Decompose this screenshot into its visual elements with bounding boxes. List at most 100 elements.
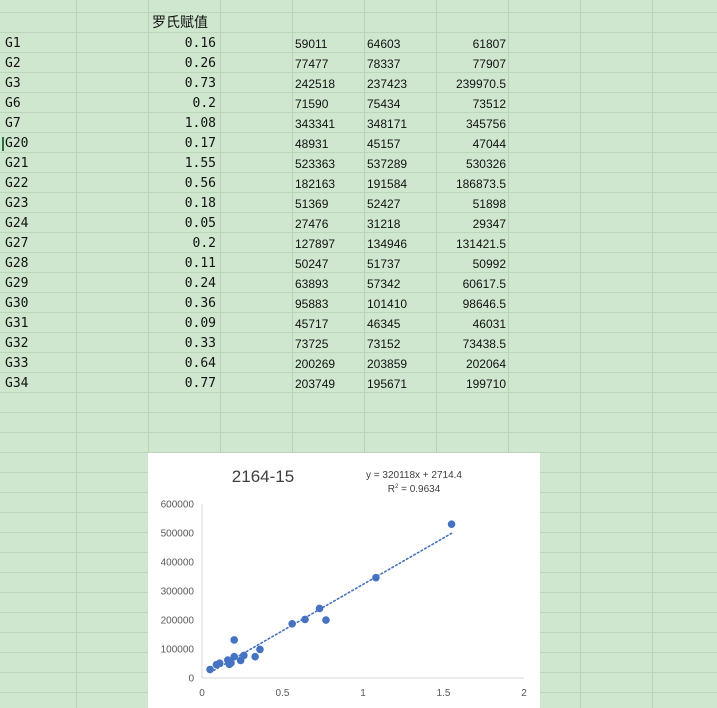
roche-value-cell[interactable]: 0.16 — [184, 36, 216, 51]
roche-value-cell[interactable]: 0.17 — [184, 136, 216, 151]
row-label[interactable]: G1 — [5, 36, 21, 51]
average-cell[interactable]: 73438.5 — [462, 337, 506, 351]
value1-cell[interactable]: 95883 — [295, 297, 329, 311]
average-cell[interactable]: 199710 — [465, 377, 506, 391]
row-label[interactable]: G21 — [5, 156, 29, 171]
roche-value-cell[interactable]: 0.36 — [184, 296, 216, 311]
average-cell[interactable]: 50992 — [472, 257, 506, 271]
value2-cell[interactable]: 237423 — [367, 77, 408, 91]
value1-cell[interactable]: 59011 — [295, 37, 328, 51]
average-cell[interactable]: 51898 — [472, 197, 506, 211]
value1-cell[interactable]: 51369 — [295, 197, 329, 211]
row-gridline — [0, 372, 717, 373]
row-label[interactable]: G33 — [5, 356, 29, 371]
roche-value-cell[interactable]: 0.77 — [184, 376, 216, 391]
value2-cell[interactable]: 134946 — [367, 237, 408, 251]
row-gridline — [0, 232, 717, 233]
roche-value-cell[interactable]: 1.08 — [184, 116, 216, 131]
row-label[interactable]: G24 — [5, 216, 29, 231]
value1-cell[interactable]: 242518 — [295, 77, 336, 91]
column-header-roche-value[interactable]: 罗氏赋值 — [152, 15, 208, 31]
roche-value-cell[interactable]: 0.24 — [184, 276, 216, 291]
average-cell[interactable]: 131421.5 — [455, 237, 506, 251]
row-gridline — [0, 152, 717, 153]
value2-cell[interactable]: 57342 — [367, 277, 401, 291]
value1-cell[interactable]: 45717 — [295, 317, 329, 331]
value2-cell[interactable]: 31218 — [367, 217, 401, 231]
average-cell[interactable]: 98646.5 — [462, 297, 506, 311]
value2-cell[interactable]: 191584 — [367, 177, 408, 191]
roche-value-cell[interactable]: 0.09 — [184, 316, 216, 331]
average-cell[interactable]: 530326 — [465, 157, 506, 171]
value1-cell[interactable]: 182163 — [295, 177, 336, 191]
value1-cell[interactable]: 127897 — [295, 237, 336, 251]
value1-cell[interactable]: 203749 — [295, 377, 336, 391]
roche-value-cell[interactable]: 0.2 — [192, 96, 216, 111]
row-label[interactable]: G22 — [5, 176, 29, 191]
row-label[interactable]: G28 — [5, 256, 29, 271]
roche-value-cell[interactable]: 0.56 — [184, 176, 216, 191]
row-gridline — [0, 292, 717, 293]
roche-value-cell[interactable]: 0.05 — [184, 216, 216, 231]
data-point — [315, 604, 324, 613]
row-label[interactable]: G29 — [5, 276, 29, 291]
value1-cell[interactable]: 343341 — [295, 117, 336, 131]
value1-cell[interactable]: 48931 — [295, 137, 329, 151]
average-cell[interactable]: 73512 — [472, 97, 506, 111]
average-cell[interactable]: 46031 — [472, 317, 506, 331]
value2-cell[interactable]: 203859 — [367, 357, 408, 371]
average-cell[interactable]: 60617.5 — [462, 277, 506, 291]
row-label[interactable]: G23 — [5, 196, 29, 211]
value1-cell[interactable]: 63893 — [295, 277, 329, 291]
average-cell[interactable]: 61807 — [472, 37, 506, 51]
value2-cell[interactable]: 45157 — [367, 137, 401, 151]
roche-value-cell[interactable]: 0.73 — [184, 76, 216, 91]
value1-cell[interactable]: 50247 — [295, 257, 329, 271]
value1-cell[interactable]: 77477 — [295, 57, 329, 71]
row-label[interactable]: G2 — [5, 56, 21, 71]
row-label[interactable]: G34 — [5, 376, 29, 391]
column-gridline — [580, 0, 581, 708]
average-cell[interactable]: 29347 — [472, 217, 506, 231]
roche-value-cell[interactable]: 0.2 — [192, 236, 216, 251]
average-cell[interactable]: 239970.5 — [455, 77, 506, 91]
row-label[interactable]: G27 — [5, 236, 29, 251]
value2-cell[interactable]: 73152 — [367, 337, 401, 351]
roche-value-cell[interactable]: 0.18 — [184, 196, 216, 211]
roche-value-cell[interactable]: 1.55 — [184, 156, 216, 171]
value2-cell[interactable]: 78337 — [367, 57, 401, 71]
value1-cell[interactable]: 27476 — [295, 217, 329, 231]
average-cell[interactable]: 186873.5 — [455, 177, 506, 191]
value1-cell[interactable]: 200269 — [295, 357, 336, 371]
value2-cell[interactable]: 195671 — [367, 377, 408, 391]
value2-cell[interactable]: 348171 — [367, 117, 408, 131]
roche-value-cell[interactable]: 0.11 — [184, 256, 216, 271]
roche-value-cell[interactable]: 0.64 — [184, 356, 216, 371]
value1-cell[interactable]: 71590 — [295, 97, 329, 111]
value2-cell[interactable]: 75434 — [367, 97, 401, 111]
value2-cell[interactable]: 52427 — [367, 197, 401, 211]
row-label[interactable]: G6 — [5, 96, 21, 111]
average-cell[interactable]: 77907 — [472, 57, 506, 71]
value2-cell[interactable]: 46345 — [367, 317, 401, 331]
scatter-chart[interactable]: 2164-15 y = 320118x + 2714.4 R2 = 0.9634… — [148, 453, 540, 708]
value2-cell[interactable]: 64603 — [367, 37, 401, 51]
row-label[interactable]: G3 — [5, 76, 21, 91]
roche-value-cell[interactable]: 0.26 — [184, 56, 216, 71]
roche-value-cell[interactable]: 0.33 — [184, 336, 216, 351]
row-label[interactable]: G31 — [5, 316, 29, 331]
value2-cell[interactable]: 537289 — [367, 157, 408, 171]
y-tick-label: 400000 — [161, 558, 195, 569]
value1-cell[interactable]: 73725 — [295, 337, 329, 351]
row-label[interactable]: G7 — [5, 116, 21, 131]
average-cell[interactable]: 47044 — [472, 137, 506, 151]
average-cell[interactable]: 345756 — [465, 117, 506, 131]
average-cell[interactable]: 202064 — [465, 357, 506, 371]
row-label[interactable]: G32 — [5, 336, 29, 351]
row-label[interactable]: G20 — [5, 136, 29, 151]
row-label[interactable]: G30 — [5, 296, 29, 311]
row-gridline — [0, 412, 717, 413]
value2-cell[interactable]: 101410 — [367, 297, 408, 311]
value1-cell[interactable]: 523363 — [295, 157, 336, 171]
value2-cell[interactable]: 51737 — [367, 257, 401, 271]
